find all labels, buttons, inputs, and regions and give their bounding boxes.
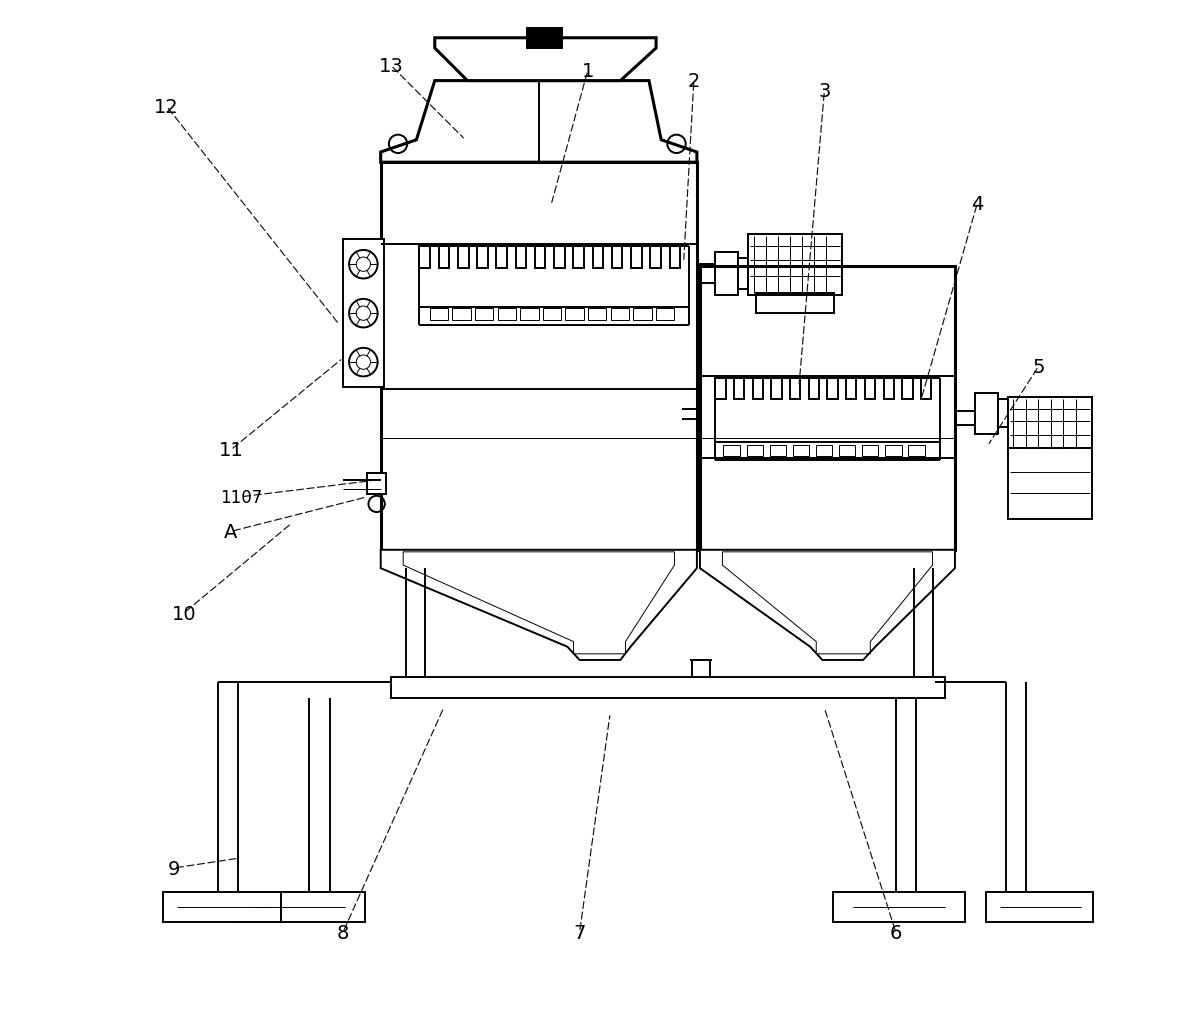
- Text: 1: 1: [582, 62, 594, 81]
- Bar: [611, 309, 629, 321]
- Text: 6: 6: [889, 923, 902, 942]
- Bar: [367, 474, 386, 494]
- Bar: [790, 379, 800, 399]
- Bar: [908, 445, 925, 457]
- Bar: [839, 445, 856, 457]
- Bar: [565, 309, 583, 321]
- Text: 8: 8: [337, 923, 349, 942]
- Bar: [746, 445, 763, 457]
- Bar: [748, 234, 841, 296]
- Bar: [865, 379, 875, 399]
- Bar: [670, 247, 680, 269]
- Bar: [828, 379, 838, 399]
- Bar: [535, 247, 546, 269]
- Bar: [1008, 397, 1092, 450]
- Bar: [862, 445, 878, 457]
- Bar: [498, 309, 516, 321]
- Text: 11: 11: [218, 441, 244, 460]
- Bar: [793, 445, 809, 457]
- Bar: [452, 309, 470, 321]
- Bar: [752, 379, 763, 399]
- Bar: [769, 445, 786, 457]
- Bar: [478, 247, 487, 269]
- Bar: [715, 253, 738, 296]
- Text: 10: 10: [172, 604, 196, 623]
- Bar: [997, 399, 1008, 428]
- Bar: [809, 379, 820, 399]
- Bar: [391, 678, 944, 698]
- Bar: [1008, 448, 1092, 520]
- Text: 9: 9: [168, 859, 180, 877]
- Bar: [902, 379, 912, 399]
- Bar: [574, 247, 584, 269]
- Polygon shape: [380, 550, 697, 660]
- Bar: [846, 379, 857, 399]
- Text: 3: 3: [818, 83, 830, 101]
- Text: 12: 12: [154, 98, 179, 116]
- Bar: [458, 247, 468, 269]
- Bar: [715, 379, 726, 399]
- Bar: [656, 309, 674, 321]
- Bar: [520, 309, 539, 321]
- Bar: [163, 892, 281, 922]
- Bar: [734, 379, 744, 399]
- Text: 4: 4: [971, 195, 984, 213]
- Text: 1107: 1107: [220, 488, 262, 506]
- Text: 2: 2: [688, 72, 700, 91]
- Bar: [738, 259, 748, 289]
- Bar: [634, 309, 652, 321]
- Bar: [430, 309, 448, 321]
- Bar: [439, 247, 449, 269]
- Bar: [593, 247, 604, 269]
- Bar: [612, 247, 623, 269]
- Bar: [700, 267, 955, 550]
- Polygon shape: [434, 39, 656, 82]
- Bar: [833, 892, 965, 922]
- Bar: [588, 309, 606, 321]
- Bar: [475, 309, 493, 321]
- Text: 5: 5: [1032, 358, 1045, 376]
- Text: 7: 7: [574, 923, 586, 942]
- Bar: [542, 309, 562, 321]
- Bar: [420, 247, 430, 269]
- Bar: [772, 379, 781, 399]
- Polygon shape: [700, 550, 955, 660]
- Bar: [527, 29, 563, 49]
- Polygon shape: [380, 82, 697, 163]
- Bar: [233, 892, 366, 922]
- Bar: [756, 293, 834, 314]
- Bar: [343, 239, 384, 387]
- Bar: [554, 247, 565, 269]
- Bar: [816, 445, 833, 457]
- Text: 13: 13: [378, 57, 403, 75]
- Bar: [497, 247, 506, 269]
- Bar: [985, 892, 1093, 922]
- Text: A: A: [224, 523, 238, 541]
- Bar: [724, 445, 739, 457]
- Bar: [631, 247, 642, 269]
- Bar: [976, 393, 997, 434]
- Bar: [516, 247, 527, 269]
- Bar: [920, 379, 931, 399]
- Bar: [650, 247, 661, 269]
- Bar: [380, 163, 697, 550]
- Bar: [886, 445, 901, 457]
- Bar: [883, 379, 894, 399]
